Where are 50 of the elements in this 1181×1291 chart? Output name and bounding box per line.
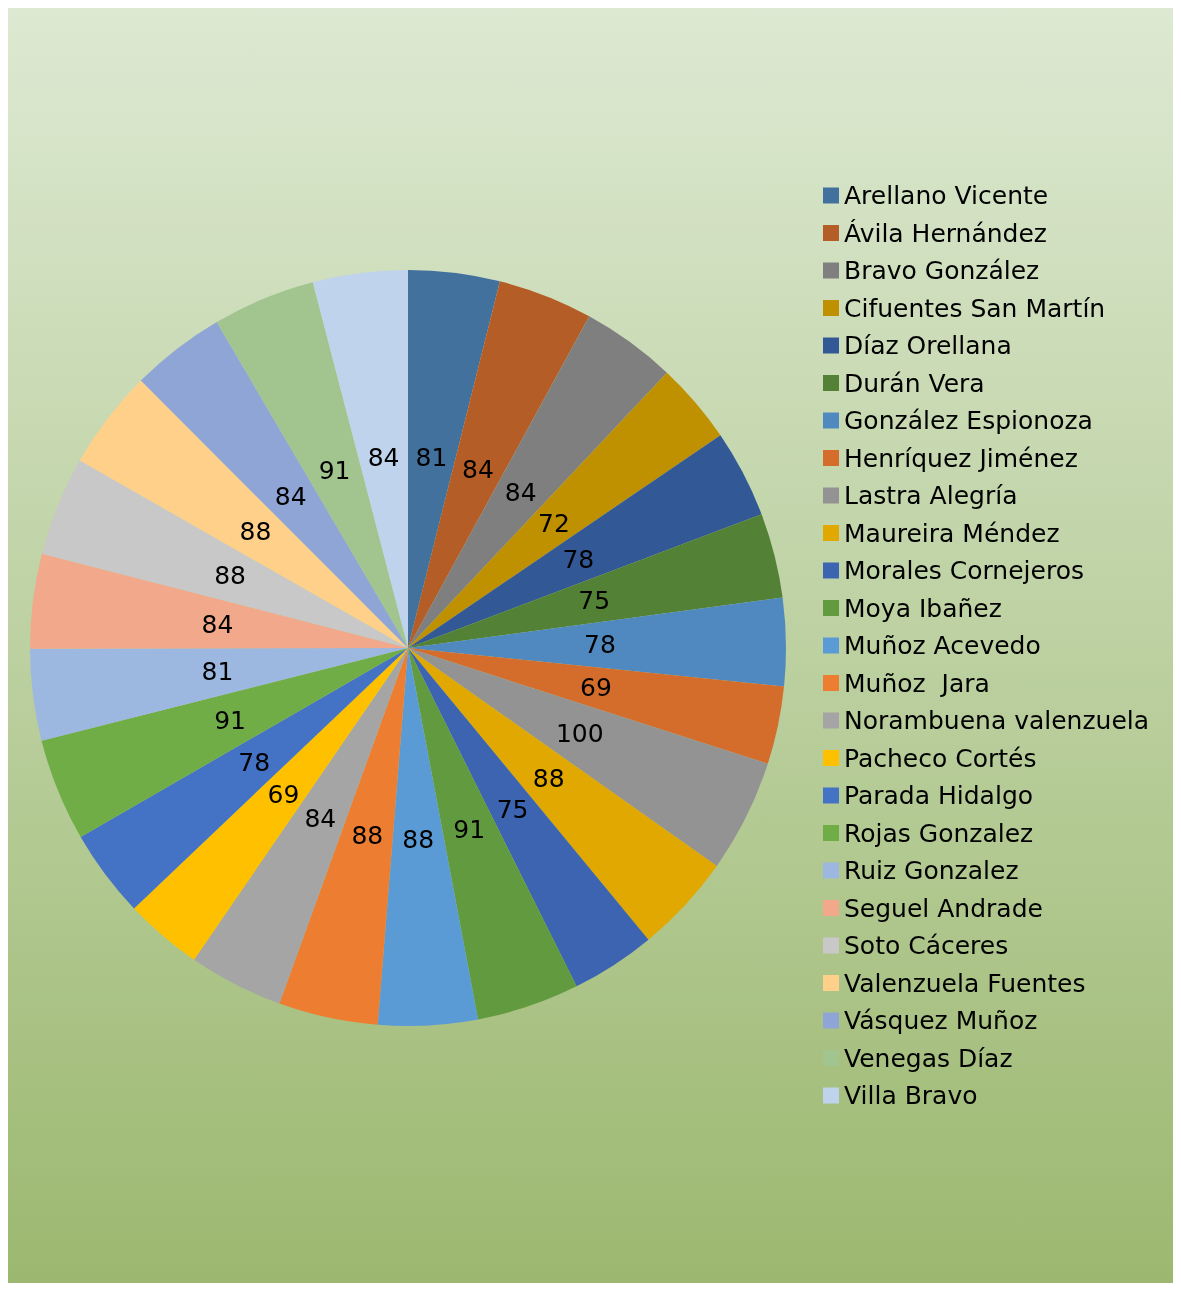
data-label: 91 — [214, 705, 247, 735]
legend-label: Villa Bravo — [844, 1081, 978, 1110]
data-label: 84 — [274, 481, 307, 511]
legend-label: Maureira Méndez — [844, 518, 1060, 548]
data-label: 75 — [578, 586, 611, 616]
data-label: 84 — [201, 609, 234, 639]
legend-label: Rojas Gonzalez — [844, 818, 1034, 848]
legend-label: Ruiz Gonzalez — [844, 856, 1019, 885]
legend-label: Morales Cornejeros — [844, 556, 1084, 585]
data-label: 81 — [415, 442, 448, 472]
data-label: 100 — [555, 719, 604, 749]
legend-label: Valenzuela Fuentes — [844, 968, 1086, 998]
legend-label: Ávila Hernández — [844, 218, 1047, 248]
legend-label: Venegas Díaz — [844, 1043, 1013, 1073]
legend-label: Díaz Orellana — [844, 331, 1012, 360]
legend-label: Arellano Vicente — [844, 181, 1049, 210]
data-label: 84 — [504, 478, 537, 508]
data-label: 91 — [453, 815, 486, 845]
legend-label: Pacheco Cortés — [844, 743, 1037, 773]
data-label: 91 — [318, 456, 351, 486]
data-label: 84 — [462, 454, 494, 484]
legend-label: Moya Ibañez — [844, 593, 1002, 623]
data-label: 81 — [201, 657, 234, 687]
legend-label: Parada Hidalgo — [844, 781, 1034, 810]
data-label: 78 — [238, 748, 271, 778]
data-label: 69 — [580, 672, 612, 702]
legend-label: Cifuentes San Martín — [844, 293, 1106, 323]
data-label: 84 — [304, 804, 337, 834]
data-label: 84 — [367, 443, 400, 473]
data-label: 88 — [351, 821, 384, 851]
data-label: 78 — [584, 630, 616, 660]
legend-label: Soto Cáceres — [844, 931, 1009, 960]
data-label: 78 — [562, 544, 595, 574]
legend-label: Seguel Andrade — [844, 893, 1043, 923]
legend-label: Muñoz Jara — [844, 668, 990, 698]
legend-label: Lastra Alegría — [844, 481, 1018, 510]
legend-label: Durán Vera — [844, 368, 985, 398]
data-label: 75 — [496, 794, 529, 824]
data-label: 88 — [239, 516, 272, 546]
data-label: 72 — [538, 508, 570, 538]
data-label: 88 — [532, 764, 565, 794]
data-label: 69 — [267, 779, 300, 809]
data-label: 88 — [214, 561, 247, 591]
data-label: 88 — [402, 825, 435, 855]
legend-label: Henríquez Jiménez — [844, 443, 1078, 473]
legend-label: Bravo González — [844, 256, 1040, 285]
legend-label: Vásquez Muñoz — [844, 1006, 1038, 1035]
legend-label: Muñoz Acevedo — [844, 631, 1041, 660]
legend-label: González Espionoza — [844, 406, 1093, 435]
legend-label: Norambuena valenzuela — [844, 706, 1150, 735]
